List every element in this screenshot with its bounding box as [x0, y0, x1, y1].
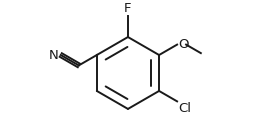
- Text: N: N: [49, 49, 59, 62]
- Text: F: F: [124, 2, 132, 15]
- Text: Cl: Cl: [178, 102, 191, 115]
- Text: O: O: [179, 38, 189, 51]
